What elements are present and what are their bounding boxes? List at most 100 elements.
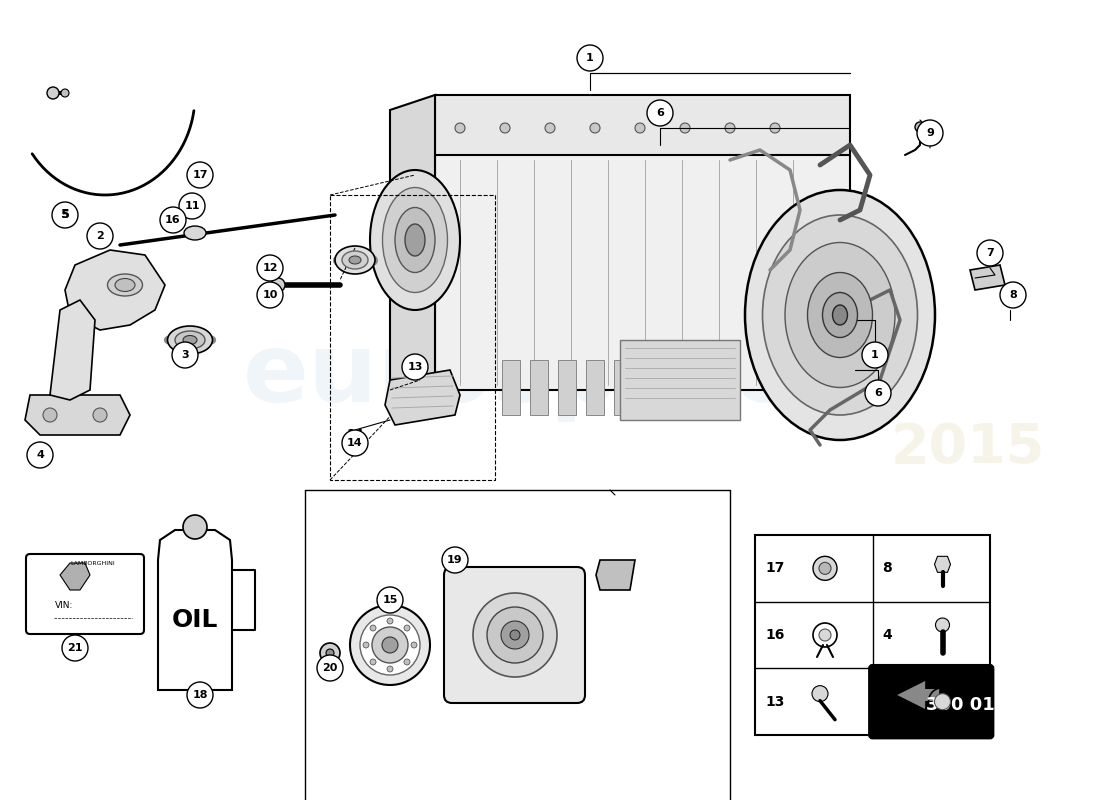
Ellipse shape bbox=[807, 273, 872, 358]
Circle shape bbox=[411, 642, 417, 648]
Circle shape bbox=[87, 223, 113, 249]
Ellipse shape bbox=[167, 326, 212, 354]
Polygon shape bbox=[50, 300, 95, 400]
Text: 13: 13 bbox=[764, 694, 784, 709]
Circle shape bbox=[360, 615, 420, 675]
Circle shape bbox=[820, 629, 830, 641]
Circle shape bbox=[862, 342, 888, 368]
Circle shape bbox=[590, 123, 600, 133]
Polygon shape bbox=[390, 95, 435, 405]
Circle shape bbox=[725, 123, 735, 133]
Circle shape bbox=[377, 587, 403, 613]
Ellipse shape bbox=[405, 224, 425, 256]
Circle shape bbox=[43, 408, 57, 422]
Circle shape bbox=[578, 45, 603, 71]
Circle shape bbox=[812, 686, 828, 702]
Text: 6: 6 bbox=[874, 388, 882, 398]
Polygon shape bbox=[65, 250, 165, 330]
Bar bbox=[502, 360, 520, 415]
Circle shape bbox=[372, 627, 408, 663]
Circle shape bbox=[404, 659, 410, 665]
Text: LAMBORGHINI: LAMBORGHINI bbox=[70, 561, 116, 566]
Circle shape bbox=[363, 642, 368, 648]
Circle shape bbox=[500, 621, 529, 649]
Text: 9: 9 bbox=[926, 128, 934, 138]
Circle shape bbox=[160, 207, 186, 233]
Ellipse shape bbox=[342, 251, 369, 269]
Circle shape bbox=[455, 123, 465, 133]
Text: a passion for parts: a passion for parts bbox=[408, 274, 692, 302]
Circle shape bbox=[813, 556, 837, 580]
Circle shape bbox=[820, 562, 830, 574]
Circle shape bbox=[271, 278, 285, 292]
Circle shape bbox=[487, 607, 543, 663]
Circle shape bbox=[442, 547, 468, 573]
Circle shape bbox=[865, 380, 891, 406]
Text: 11: 11 bbox=[185, 201, 200, 211]
Bar bbox=[620, 340, 740, 420]
Text: 21: 21 bbox=[67, 643, 82, 653]
Polygon shape bbox=[434, 95, 850, 160]
Bar bbox=[586, 360, 604, 415]
Text: 1: 1 bbox=[871, 350, 879, 360]
Text: 12: 12 bbox=[882, 694, 902, 709]
Circle shape bbox=[326, 649, 334, 657]
Polygon shape bbox=[935, 556, 950, 572]
Circle shape bbox=[342, 430, 369, 456]
Circle shape bbox=[510, 630, 520, 640]
Polygon shape bbox=[158, 530, 232, 690]
Text: 10: 10 bbox=[262, 290, 277, 300]
Bar bbox=[642, 360, 660, 415]
Ellipse shape bbox=[175, 331, 205, 349]
Circle shape bbox=[680, 123, 690, 133]
Bar bbox=[670, 360, 688, 415]
Ellipse shape bbox=[762, 215, 917, 415]
Text: 13: 13 bbox=[407, 362, 422, 372]
Text: 1: 1 bbox=[586, 53, 594, 63]
Circle shape bbox=[404, 625, 410, 631]
Text: 17: 17 bbox=[764, 562, 784, 575]
Circle shape bbox=[47, 87, 59, 99]
Circle shape bbox=[915, 122, 925, 132]
Circle shape bbox=[187, 682, 213, 708]
Circle shape bbox=[370, 659, 376, 665]
Circle shape bbox=[257, 255, 283, 281]
Bar bbox=[530, 360, 548, 415]
Ellipse shape bbox=[108, 274, 143, 296]
Ellipse shape bbox=[833, 305, 847, 325]
Circle shape bbox=[370, 625, 376, 631]
Circle shape bbox=[172, 342, 198, 368]
Circle shape bbox=[402, 354, 428, 380]
Ellipse shape bbox=[395, 207, 434, 273]
Circle shape bbox=[935, 694, 950, 710]
Circle shape bbox=[257, 282, 283, 308]
Circle shape bbox=[187, 162, 213, 188]
Circle shape bbox=[382, 637, 398, 653]
Text: VIN:: VIN: bbox=[55, 601, 74, 610]
Text: OIL: OIL bbox=[172, 608, 218, 632]
Ellipse shape bbox=[183, 335, 197, 345]
Bar bbox=[755, 535, 990, 735]
Circle shape bbox=[183, 515, 207, 539]
Text: 5: 5 bbox=[60, 209, 69, 222]
Ellipse shape bbox=[823, 293, 858, 338]
Polygon shape bbox=[434, 155, 850, 390]
Text: 4: 4 bbox=[36, 450, 44, 460]
Circle shape bbox=[977, 240, 1003, 266]
Text: 2: 2 bbox=[96, 231, 103, 241]
Text: 18: 18 bbox=[192, 690, 208, 700]
Circle shape bbox=[1000, 282, 1026, 308]
Ellipse shape bbox=[336, 246, 375, 274]
Circle shape bbox=[387, 666, 393, 672]
Text: 300 01: 300 01 bbox=[926, 696, 996, 714]
FancyBboxPatch shape bbox=[869, 666, 993, 738]
FancyBboxPatch shape bbox=[26, 554, 144, 634]
Text: 4: 4 bbox=[882, 628, 892, 642]
Text: 14: 14 bbox=[346, 429, 364, 442]
Circle shape bbox=[635, 123, 645, 133]
Circle shape bbox=[60, 89, 69, 97]
Circle shape bbox=[387, 618, 393, 624]
Text: 7: 7 bbox=[986, 248, 994, 258]
Circle shape bbox=[500, 123, 510, 133]
Circle shape bbox=[94, 408, 107, 422]
